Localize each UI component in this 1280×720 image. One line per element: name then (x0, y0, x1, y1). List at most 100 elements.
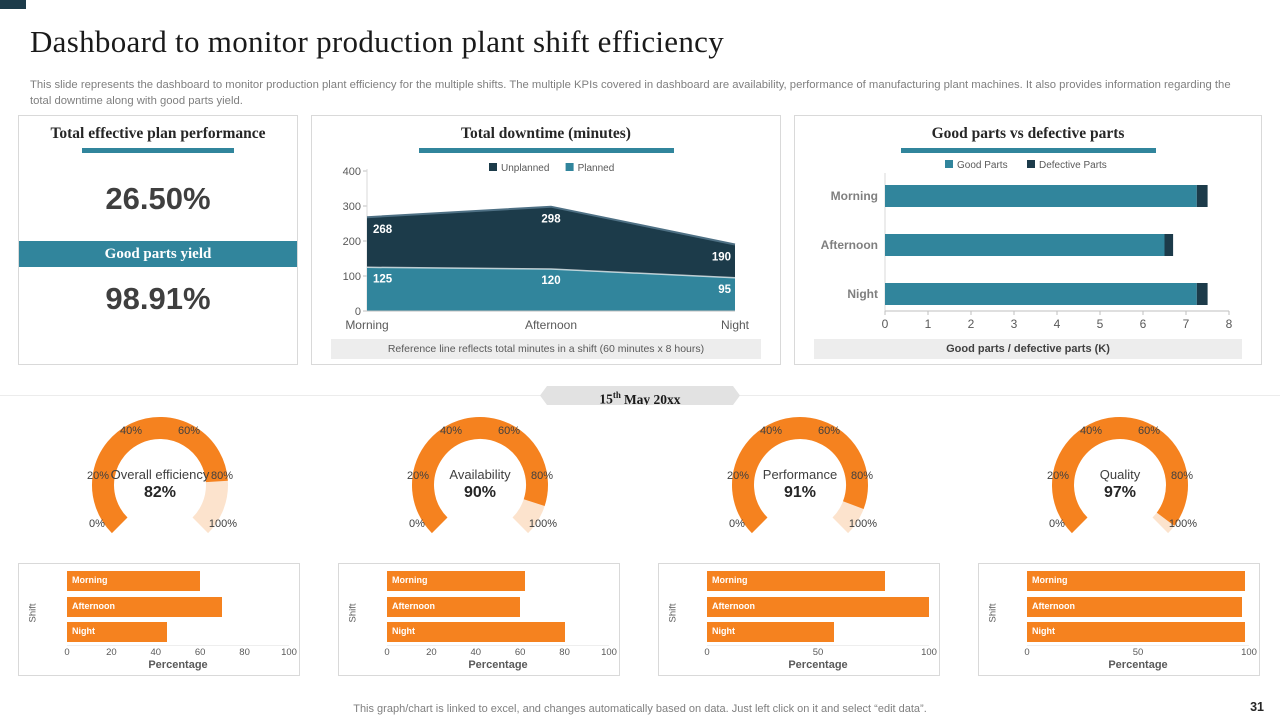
legend-swatch (1027, 160, 1035, 168)
downtime-title: Total downtime (minutes) (461, 125, 631, 142)
gauge-value-arc (732, 417, 868, 534)
bars-area: Morning Afternoon Night (707, 571, 929, 642)
gauge-title: Performance (762, 467, 838, 483)
shift-bar-night: Night (1027, 622, 1245, 642)
page-title: Dashboard to monitor production plant sh… (30, 24, 725, 59)
gauge-center-overall-efficiency: Overall efficiency 82% (108, 467, 212, 502)
kpi-title-underline (82, 148, 234, 153)
gauge-tick-label: 100% (1168, 518, 1198, 530)
unplanned-value-label: 298 (541, 214, 561, 226)
planned-value-label: 120 (541, 275, 560, 287)
unplanned-value-label: 190 (712, 252, 731, 264)
x-axis-title: Percentage (148, 659, 208, 671)
shift-bar-morning: Morning (707, 571, 885, 591)
x-tick-label: 4 (1054, 317, 1061, 331)
legend-swatch (945, 160, 953, 168)
shift-bar-afternoon: Afternoon (1027, 596, 1243, 617)
x-tick-label: 0 (1024, 647, 1030, 658)
gauge-tick-label: 60% (1137, 425, 1161, 437)
x-tick-label: 8 (1226, 317, 1233, 331)
kpi-card: Total effective plan performance 26.50% … (18, 115, 298, 365)
gauge-tick-label: 60% (177, 425, 201, 437)
legend-swatch (489, 163, 497, 171)
y-axis-title-text: Shift (347, 603, 359, 623)
x-axis: 0 50 100 (704, 645, 937, 658)
downtime-chart[interactable]: Unplanned Planned 0 100 200 300 400 268 298 190 12… (312, 155, 780, 340)
gauge-value-arc (412, 417, 548, 534)
y-axis-title: Shift (663, 571, 683, 672)
good-parts-bar (885, 185, 1197, 207)
gauge-title: Overall efficiency (110, 467, 210, 483)
gauge-ring-overall-efficiency (92, 417, 228, 534)
planned-value-label: 95 (718, 284, 731, 296)
bar-row: Morning (1027, 571, 1249, 591)
shift-bar-chart-4[interactable]: Shift Morning Afternoon Night 0 50 100 Percenta… (978, 563, 1260, 676)
y-axis-title-text: Shift (667, 603, 679, 623)
gauge-tick-label: 100% (208, 518, 238, 530)
corner-accent-bar (0, 0, 26, 9)
page-number: 31 (1250, 700, 1264, 714)
bar-row: Afternoon (707, 596, 929, 617)
bar-label: Night (392, 626, 415, 637)
mini-chart-body: Morning Afternoon Night 0 50 100 Percentage (683, 571, 937, 672)
legend-label: Planned (578, 163, 615, 174)
parts-caption: Good parts / defective parts (K) (813, 339, 1243, 359)
gauge-tick-label: 40% (439, 425, 463, 437)
gauge-tick-label: 40% (1079, 425, 1103, 437)
planned-edge-line (366, 266, 736, 279)
legend-label: Defective Parts (1039, 160, 1107, 171)
good-parts-bar (885, 283, 1197, 305)
shift-bar-chart-1[interactable]: Shift Morning Afternoon Night 0 20 40 60 80 100 Pe… (18, 563, 300, 676)
good-parts-bar (885, 234, 1165, 256)
gauge-title: Availability (449, 467, 511, 483)
gauge-center-performance: Performance 91% (748, 467, 852, 502)
bar-label: Night (1032, 626, 1055, 637)
shift-bar-chart-2[interactable]: Shift Morning Afternoon Night 0 20 40 60 80 100 Pe… (338, 563, 620, 676)
x-tick-label: 100 (601, 647, 617, 658)
bar-label: Night (72, 626, 95, 637)
gauge-ring-performance (732, 417, 868, 534)
gauge-tick-label: 20% (406, 470, 430, 482)
downtime-card: Total downtime (minutes) Unplanned Planne… (311, 115, 781, 365)
bar-label: Afternoon (72, 600, 115, 611)
bar-row: Morning (387, 571, 609, 591)
shift-bar-night: Night (67, 622, 167, 642)
mini-chart-body: Morning Afternoon Night 0 50 100 Percentage (1003, 571, 1257, 672)
bar-label: Morning (72, 575, 108, 586)
shift-bar-morning: Morning (1027, 571, 1245, 591)
x-tick-label: 0 (882, 317, 889, 331)
unplanned-edge-line (366, 205, 736, 246)
date-day: 15 (599, 391, 613, 407)
unplanned-value-label: 268 (373, 224, 393, 236)
gauge-tick-label: 0% (409, 518, 425, 530)
kpi-row: Total effective plan performance 26.50% … (18, 115, 1262, 365)
gauge-tick-label: 80% (530, 470, 554, 482)
shift-bar-morning: Morning (387, 571, 525, 591)
bar-row: Night (1027, 622, 1249, 642)
gauge-performance[interactable]: 0% 20% 40% 60% 80% 100% Performance 91% (640, 406, 960, 566)
date-rest: May 20xx (623, 391, 681, 407)
downtime-title-underline (418, 148, 674, 153)
legend-label: Good Parts (957, 160, 1008, 171)
y-axis-title: Shift (983, 571, 1003, 672)
gauge-ring-availability (412, 417, 548, 534)
good-parts-yield-value: 98.91% (105, 281, 211, 316)
y-tick-label: 100 (343, 271, 361, 283)
defective-parts-bar (1196, 283, 1208, 305)
gauge-overall-efficiency[interactable]: 0% 20% 40% 60% 80% 100% Overall efficiency 82% (0, 406, 320, 566)
gauge-availability[interactable]: 0% 20% 40% 60% 80% 100% Availability 90% (320, 406, 640, 566)
gauge-tick-label: 80% (850, 470, 874, 482)
footer-note: This graph/chart is linked to excel, and… (353, 703, 927, 715)
bar-row: Morning (67, 571, 289, 591)
gauges-row: 0% 20% 40% 60% 80% 100% Overall efficiency 82% 0… (0, 406, 1280, 566)
x-tick-label: 100 (1241, 647, 1257, 658)
shift-bar-chart-3[interactable]: Shift Morning Afternoon Night 0 50 100 Percenta… (658, 563, 940, 676)
gauge-tick-label: 0% (89, 518, 105, 530)
x-tick-label: 100 (921, 647, 937, 658)
bar-label: Night (712, 626, 735, 637)
date-suffix: th (612, 390, 621, 400)
parts-bar-svg: Good Parts Defective Parts Morning Afternoo… (821, 160, 1233, 331)
parts-chart[interactable]: Good Parts Defective Parts Morning Afternoo… (795, 155, 1261, 340)
gauge-quality[interactable]: 0% 20% 40% 60% 80% 100% Quality 97% (960, 406, 1280, 566)
